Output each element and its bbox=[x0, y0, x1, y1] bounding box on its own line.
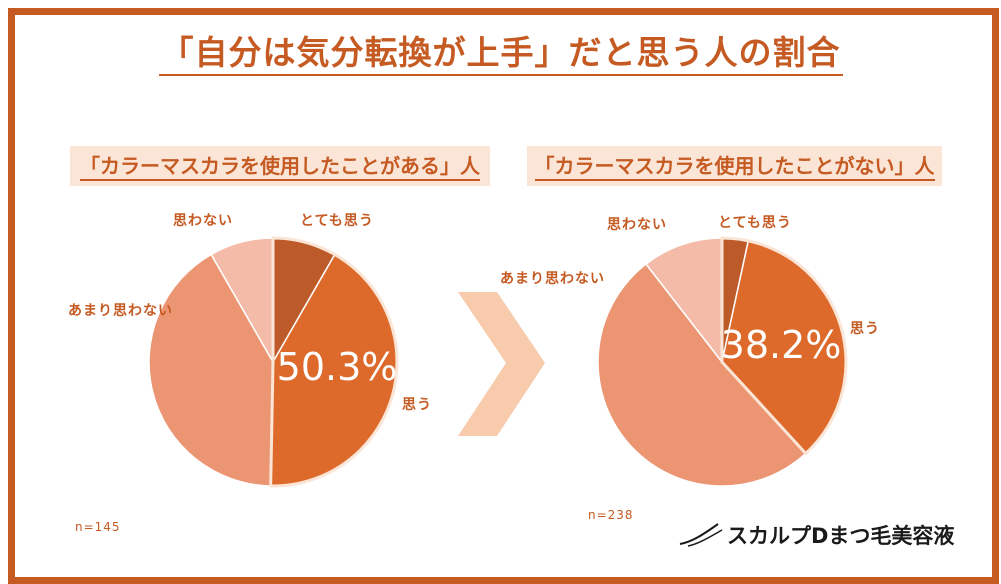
chart-right-title: 「カラーマスカラを使用したことがない」人 bbox=[534, 154, 935, 181]
right-sample-size: n=238 bbox=[588, 508, 634, 522]
chart-left-heading: 「カラーマスカラを使用したことがある」人 bbox=[70, 146, 490, 186]
right-label-totemo: とても思う bbox=[718, 215, 792, 231]
pie-1-percent-label: 38.2% bbox=[721, 323, 842, 367]
page-title-text: 「自分は気分転換が上手」だと思う人の割合 bbox=[158, 33, 843, 76]
brand-logo-mark bbox=[679, 523, 723, 547]
chevron-right-icon bbox=[458, 292, 545, 436]
pie-1-highlight-outline bbox=[720, 236, 848, 456]
left-sample-size: n=145 bbox=[75, 520, 121, 534]
brand-name: スカルプDまつ毛美容液 bbox=[727, 524, 955, 548]
right-label-amari: あまり思わない bbox=[500, 271, 605, 287]
pie-1-slice-3 bbox=[644, 237, 723, 365]
left-label-omowanai: 思わない bbox=[173, 213, 233, 229]
right-label-omou: 思う bbox=[850, 321, 880, 337]
chart-right-heading: 「カラーマスカラを使用したことがない」人 bbox=[527, 146, 942, 186]
pie-left: 50.3% bbox=[148, 236, 399, 488]
pie-0-highlight-outline bbox=[269, 236, 399, 488]
left-label-amari: あまり思わない bbox=[68, 303, 173, 319]
pie-0-slice-2 bbox=[148, 253, 274, 487]
pie-right: 38.2% bbox=[597, 236, 848, 487]
pie-0-percent-label: 50.3% bbox=[277, 345, 398, 389]
left-label-omou: 思う bbox=[402, 397, 432, 413]
chart-left-title: 「カラーマスカラを使用したことがある」人 bbox=[80, 154, 480, 181]
page-title: 「自分は気分転換が上手」だと思う人の割合 bbox=[0, 26, 1001, 76]
right-label-omowanai: 思わない bbox=[607, 217, 667, 233]
pie-1-slice-2 bbox=[597, 262, 807, 487]
left-label-totemo: とても思う bbox=[300, 213, 374, 229]
